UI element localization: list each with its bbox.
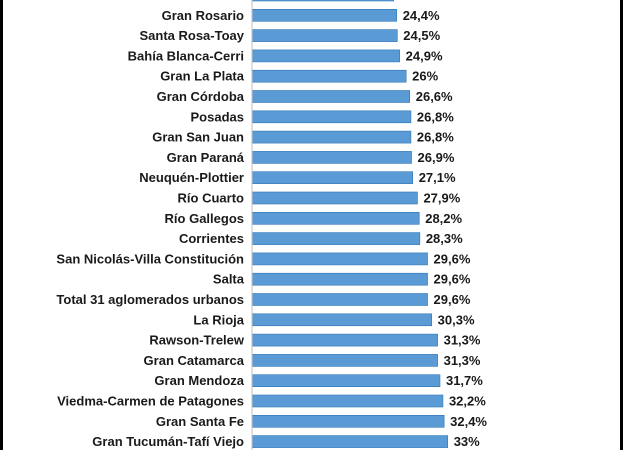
bar [251, 69, 407, 83]
data-label: 31,3% [444, 333, 481, 348]
category-label: La Rioja [193, 312, 244, 327]
category-label: Río Cuarto [178, 191, 245, 206]
data-label: 31,7% [446, 373, 483, 388]
data-label: 28,2% [425, 211, 462, 226]
bar [251, 293, 428, 306]
category-label: Gran Catamarca [144, 353, 245, 368]
category-label: Gran San Juan [152, 130, 244, 145]
data-label: 30,3% [438, 312, 475, 327]
bar [251, 130, 412, 144]
category-label: Total 31 aglomerados urbanos [56, 292, 244, 307]
data-label: 24,9% [406, 48, 443, 63]
bar [251, 90, 411, 103]
data-label: 28,3% [426, 231, 463, 246]
data-label: 24,4% [403, 8, 440, 23]
bar [251, 9, 397, 22]
category-label: Gran Mendoza [154, 373, 244, 388]
category-label: Salta [213, 272, 245, 287]
data-label: 31,3% [444, 353, 481, 368]
bar [251, 272, 428, 286]
category-label: Posadas [191, 109, 244, 124]
bar [251, 435, 448, 448]
bar [251, 212, 420, 225]
data-label: 26,8% [417, 109, 454, 124]
bar [251, 374, 441, 388]
bar [251, 354, 438, 367]
category-label: Gran La Plata [160, 69, 245, 84]
data-label: 32,4% [450, 414, 487, 429]
bar [251, 252, 428, 266]
category-label: Gran Paraná [167, 150, 245, 165]
category-label: Gran Córdoba [157, 89, 245, 104]
bar [251, 394, 444, 408]
category-label: Gran Rosario [162, 8, 244, 23]
data-label: 24,5% [403, 28, 440, 43]
bar [251, 232, 421, 245]
data-label: 33% [454, 434, 480, 449]
data-label: 26,9% [418, 150, 455, 165]
category-label: Gran Santa Fe [156, 414, 244, 429]
category-label: Viedma-Carmen de Patagones [57, 394, 244, 409]
data-label: 27,1% [419, 170, 456, 185]
data-label: 29,6% [434, 292, 471, 307]
category-label: Corrientes [179, 231, 244, 246]
category-label: San Nicolás-Villa Constitución [56, 251, 244, 266]
data-label: 32,2% [449, 394, 486, 409]
bar [251, 313, 432, 327]
data-label: 26,8% [417, 130, 454, 145]
category-label: Mar del Plata [164, 0, 245, 3]
bar [251, 151, 412, 164]
data-label: 29,6% [434, 251, 471, 266]
data-label: 26,6% [416, 89, 453, 104]
bar-chart: Mar del Plata Gran Rosario 24,4% Santa Rosa… [56, 0, 487, 450]
bar [251, 0, 395, 2]
bar [251, 414, 445, 428]
bar [251, 191, 418, 205]
category-label: Bahía Blanca-Cerri [128, 48, 244, 63]
category-label: Río Gallegos [165, 211, 244, 226]
data-label: 29,6% [434, 272, 471, 287]
bar [251, 333, 438, 347]
category-label: Neuquén-Plottier [139, 170, 244, 185]
bar [251, 171, 414, 184]
bar [251, 110, 412, 124]
data-label: 26% [412, 69, 438, 84]
data-label: 27,9% [423, 191, 460, 206]
bar [251, 49, 400, 63]
category-label: Rawson-Trelew [149, 333, 245, 348]
category-label: Gran Tucumán-Tafí Viejo [92, 434, 244, 449]
category-label: Santa Rosa-Toay [139, 28, 244, 43]
bar [251, 29, 398, 42]
